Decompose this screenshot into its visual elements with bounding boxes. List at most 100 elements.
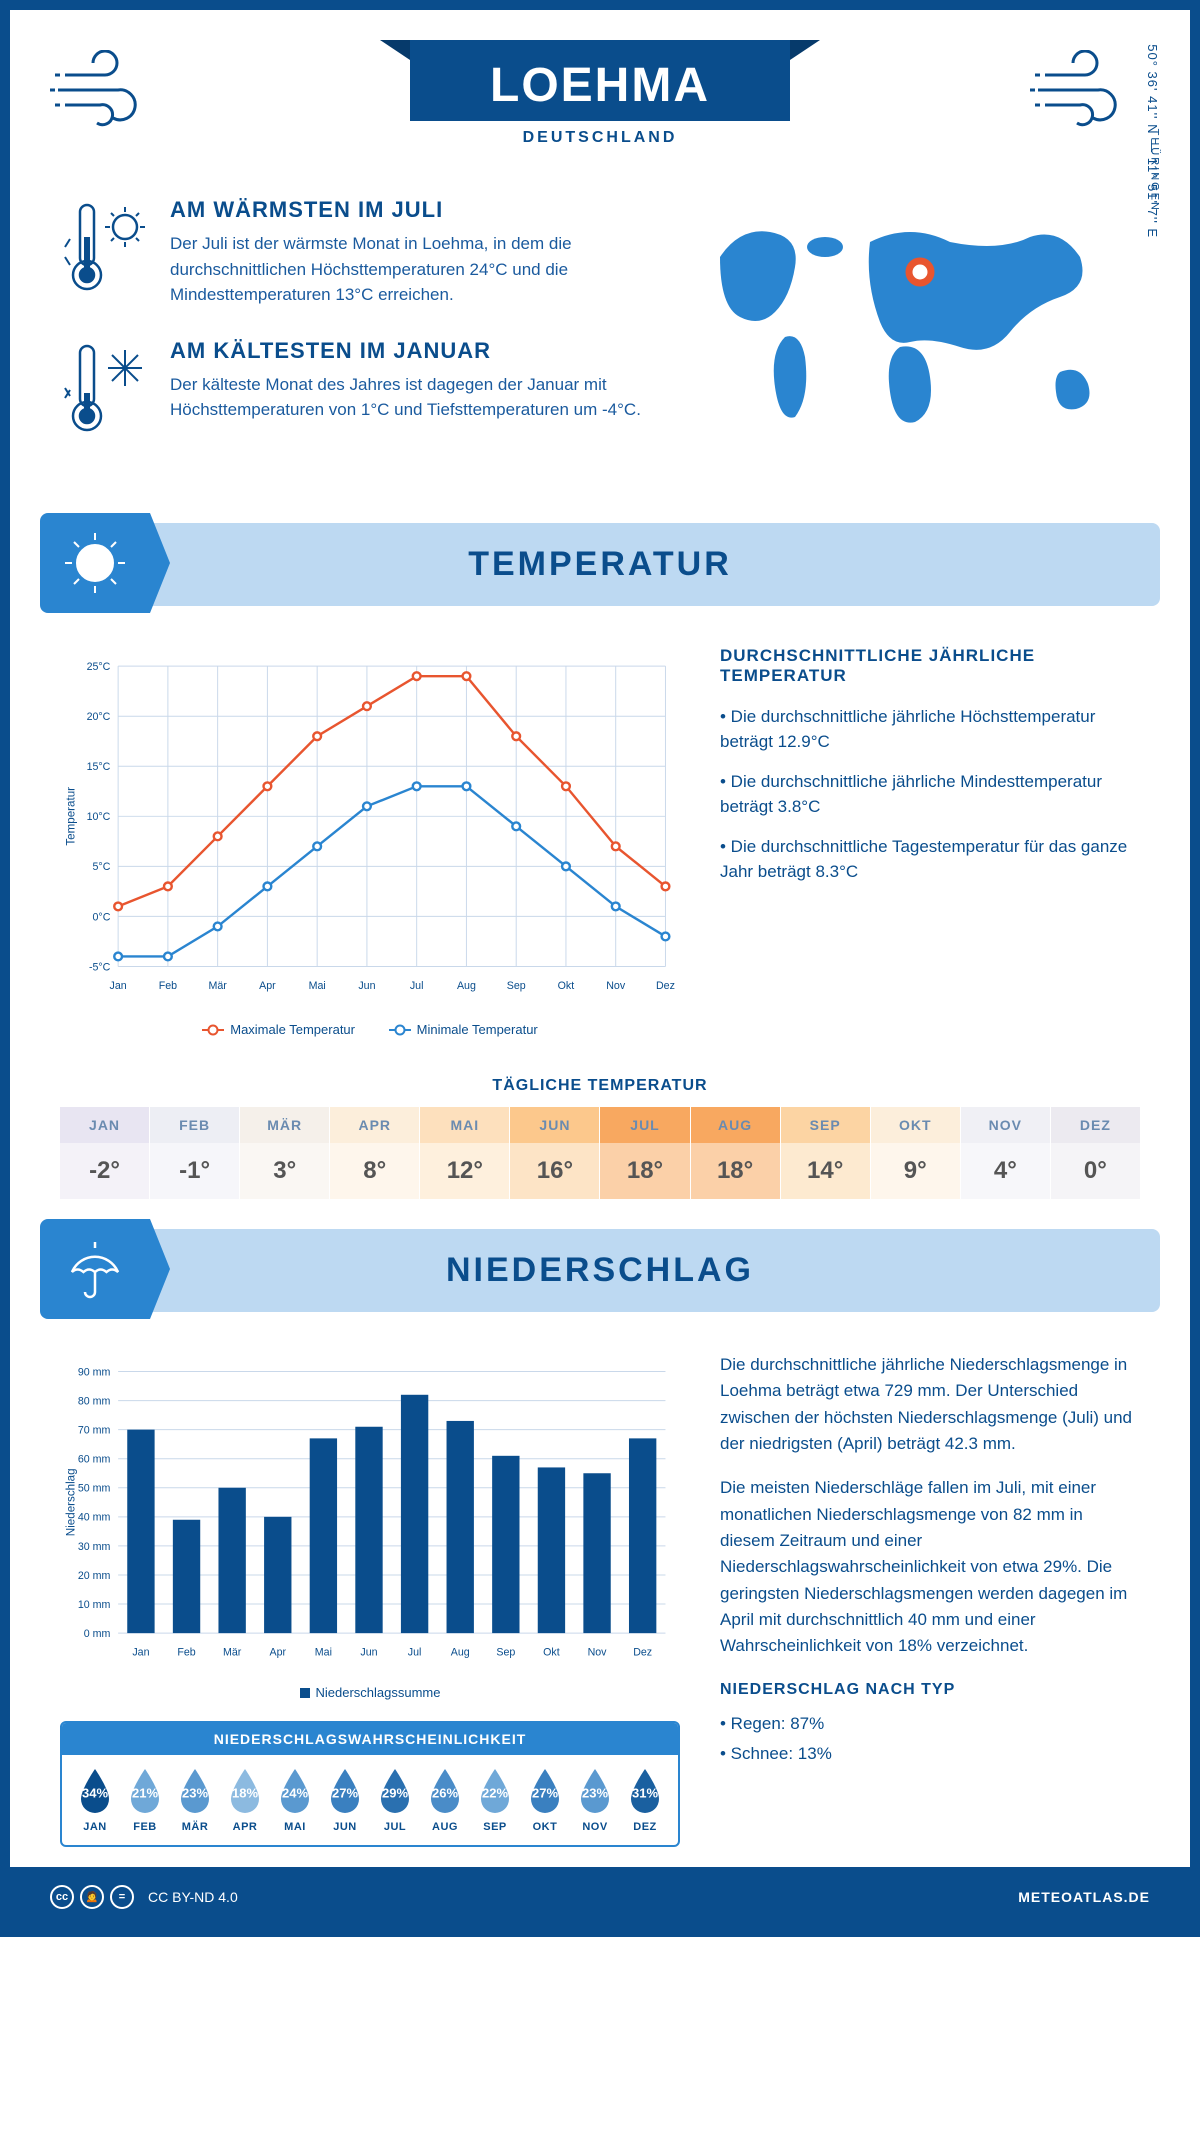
world-map-block: THÜRINGEN 50° 36' 41'' N — 11° 51' 7'' E [690,197,1140,473]
warmest-title: AM WÄRMSTEN IM JULI [170,197,650,223]
prob-cell: 29%JUL [370,1767,420,1833]
svg-text:25°C: 25°C [87,661,111,673]
svg-text:Apr: Apr [259,979,276,991]
svg-text:Aug: Aug [457,979,476,991]
svg-text:90 mm: 90 mm [78,1366,111,1378]
daily-cell: JUL18° [600,1107,690,1199]
svg-text:60 mm: 60 mm [78,1454,111,1466]
svg-text:10°C: 10°C [87,811,111,823]
prob-cell: 26%AUG [420,1767,470,1833]
svg-text:Jan: Jan [110,979,127,991]
prob-cell: 21%FEB [120,1767,170,1833]
svg-text:Nov: Nov [606,979,626,991]
prob-cell: 27%JUN [320,1767,370,1833]
daily-title: TÄGLICHE TEMPERATUR [10,1077,1190,1095]
probability-box: NIEDERSCHLAGSWAHRSCHEINLICHKEIT 34%JAN21… [60,1721,680,1847]
svg-text:Okt: Okt [558,979,575,991]
prob-cell: 31%DEZ [620,1767,670,1833]
svg-text:0 mm: 0 mm [84,1628,111,1640]
svg-text:10 mm: 10 mm [78,1599,111,1611]
temp-bullet: • Die durchschnittliche Tagestemperatur … [720,834,1140,885]
country-label: DEUTSCHLAND [50,129,1150,147]
warmest-text: Der Juli ist der wärmste Monat in Loehma… [170,231,650,308]
svg-text:Dez: Dez [656,979,675,991]
coords-label: 50° 36' 41'' N — 11° 51' 7'' E [1145,44,1160,238]
precip-legend: Niederschlagssumme [60,1685,680,1701]
svg-text:0°C: 0°C [93,911,111,923]
wind-icon [50,50,170,135]
svg-text:Feb: Feb [177,1646,195,1658]
svg-text:Mai: Mai [315,1646,332,1658]
svg-text:Temperatur: Temperatur [65,786,78,845]
coldest-text: Der kälteste Monat des Jahres ist dagege… [170,372,650,423]
daily-cell: FEB-1° [150,1107,240,1199]
daily-cell: OKT9° [871,1107,961,1199]
by-icon: 🙍 [80,1885,104,1909]
svg-text:30 mm: 30 mm [78,1541,111,1553]
world-map-icon [690,197,1140,437]
svg-text:Aug: Aug [451,1646,470,1658]
type-bullet: • Regen: 87% [720,1711,1140,1737]
sun-icon [40,513,150,613]
prob-cell: 27%OKT [520,1767,570,1833]
daily-temp-table: JAN-2°FEB-1°MÄR3°APR8°MAI12°JUN16°JUL18°… [60,1107,1140,1199]
svg-text:Mär: Mär [208,979,227,991]
daily-cell: SEP14° [781,1107,871,1199]
prob-cell: 22%SEP [470,1767,520,1833]
prob-cell: 34%JAN [70,1767,120,1833]
svg-text:Mär: Mär [223,1646,242,1658]
by-type-title: NIEDERSCHLAG NACH TYP [720,1678,1140,1703]
svg-text:80 mm: 80 mm [78,1395,111,1407]
site-name: METEOATLAS.DE [1018,1889,1150,1905]
temp-stats-title: DURCHSCHNITTLICHE JÄHRLICHE TEMPERATUR [720,646,1140,686]
precipitation-chart: 0 mm10 mm20 mm30 mm40 mm50 mm60 mm70 mm8… [60,1352,680,1701]
svg-text:Niederschlag: Niederschlag [65,1468,78,1536]
prob-cell: 23%MÄR [170,1767,220,1833]
svg-text:Okt: Okt [543,1646,560,1658]
wind-icon [1030,50,1150,135]
nd-icon: = [110,1885,134,1909]
daily-cell: JUN16° [510,1107,600,1199]
temp-section-header: TEMPERATUR [40,523,1160,606]
page-title: LOEHMA [410,40,790,121]
daily-cell: DEZ0° [1051,1107,1140,1199]
svg-text:-5°C: -5°C [89,961,111,973]
svg-text:Apr: Apr [269,1646,286,1658]
coldest-title: AM KÄLTESTEN IM JANUAR [170,338,650,364]
svg-text:Jul: Jul [408,1646,422,1658]
prob-cell: 24%MAI [270,1767,320,1833]
svg-text:Jun: Jun [360,1646,377,1658]
daily-cell: MAI12° [420,1107,510,1199]
precip-para-1: Die durchschnittliche jährliche Niedersc… [720,1352,1140,1457]
svg-text:15°C: 15°C [87,761,111,773]
prob-cell: 23%NOV [570,1767,620,1833]
daily-cell: AUG18° [691,1107,781,1199]
svg-text:20°C: 20°C [87,711,111,723]
cc-icon: cc [50,1885,74,1909]
temp-bullet: • Die durchschnittliche jährliche Höchst… [720,704,1140,755]
daily-cell: NOV4° [961,1107,1051,1199]
intro-section: AM WÄRMSTEN IM JULI Der Juli ist der wär… [10,167,1190,503]
svg-text:70 mm: 70 mm [78,1425,111,1437]
precip-section-header: NIEDERSCHLAG [40,1229,1160,1312]
type-bullet: • Schnee: 13% [720,1741,1140,1767]
license-block: cc 🙍 = CC BY-ND 4.0 [50,1885,238,1909]
warmest-block: AM WÄRMSTEN IM JULI Der Juli ist der wär… [60,197,650,308]
svg-text:Feb: Feb [159,979,177,991]
temp-bullet: • Die durchschnittliche jährliche Mindes… [720,769,1140,820]
precip-title: NIEDERSCHLAG [40,1251,1160,1290]
svg-text:40 mm: 40 mm [78,1512,111,1524]
temp-title: TEMPERATUR [40,545,1160,584]
daily-cell: MÄR3° [240,1107,330,1199]
svg-text:Sep: Sep [507,979,526,991]
svg-text:Nov: Nov [588,1646,608,1658]
license-text: CC BY-ND 4.0 [148,1889,238,1905]
svg-text:Sep: Sep [496,1646,515,1658]
svg-text:5°C: 5°C [93,861,111,873]
daily-cell: JAN-2° [60,1107,150,1199]
coldest-block: AM KÄLTESTEN IM JANUAR Der kälteste Mona… [60,338,650,443]
svg-text:Jan: Jan [132,1646,149,1658]
umbrella-icon [40,1219,150,1319]
svg-text:Jul: Jul [410,979,424,991]
temperature-chart: -5°C0°C5°C10°C15°C20°C25°CJanFebMärAprMa… [60,646,680,1038]
